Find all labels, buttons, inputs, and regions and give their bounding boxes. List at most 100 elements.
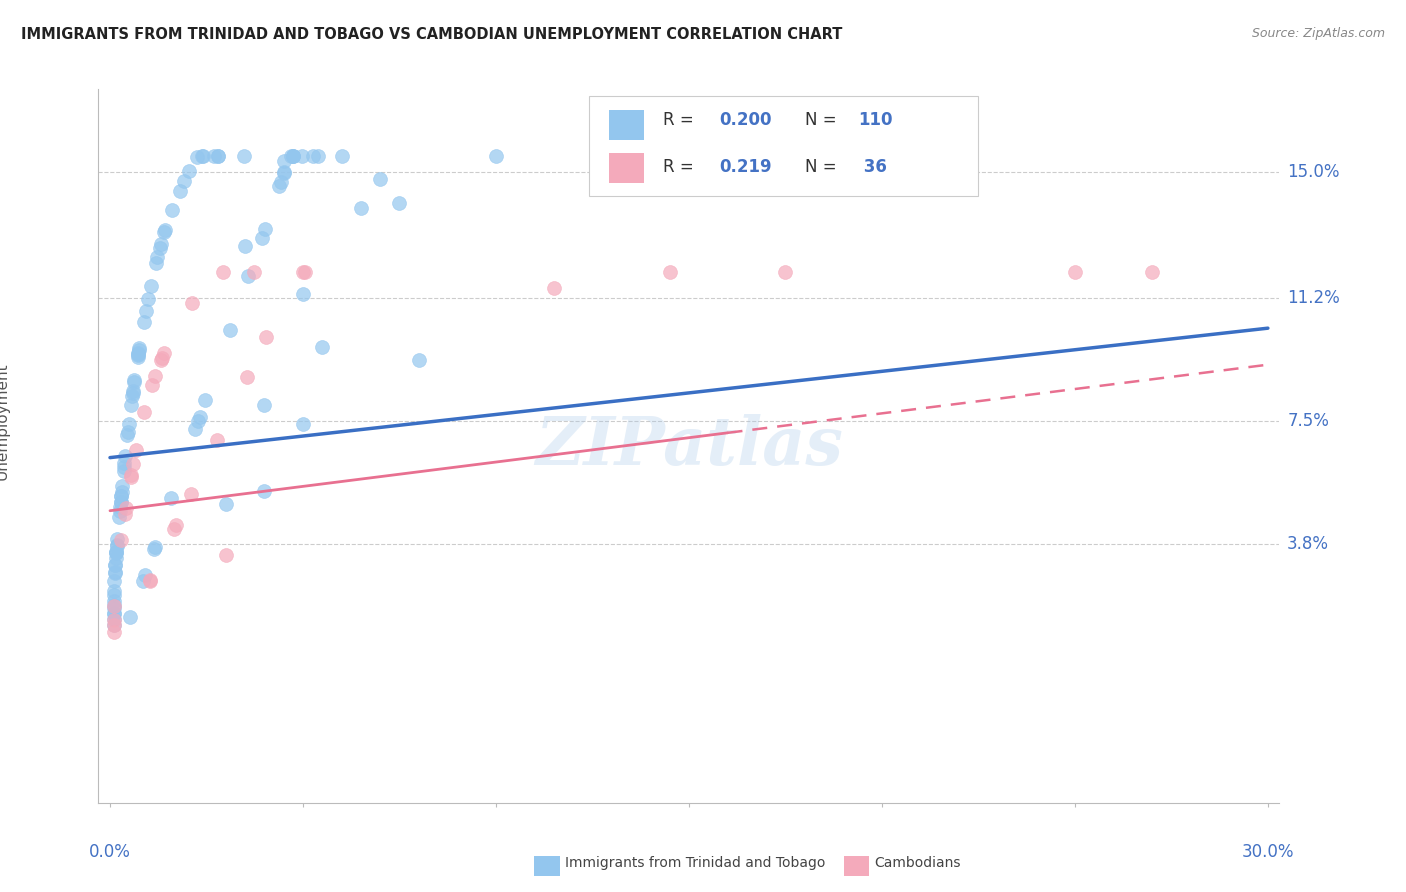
- Point: [236, 370, 259, 384]
- Point: [103, 584, 125, 599]
- Point: [281, 148, 304, 162]
- Point: [253, 398, 276, 412]
- Point: [132, 315, 155, 329]
- Point: [273, 165, 295, 179]
- Point: [273, 154, 295, 169]
- Point: [184, 422, 207, 436]
- Point: [122, 384, 145, 398]
- Point: [291, 417, 314, 432]
- Point: [191, 148, 214, 162]
- Text: N =: N =: [804, 158, 842, 176]
- Point: [307, 148, 329, 162]
- Point: [160, 491, 183, 506]
- Point: [120, 467, 142, 482]
- Point: [408, 353, 430, 368]
- Point: [232, 148, 254, 162]
- Point: [122, 458, 145, 472]
- Point: [112, 459, 135, 474]
- Point: [180, 486, 202, 500]
- Point: [111, 479, 134, 493]
- Point: [103, 612, 125, 626]
- Point: [108, 504, 131, 518]
- Point: [194, 393, 217, 408]
- Text: Immigrants from Trinidad and Tobago: Immigrants from Trinidad and Tobago: [565, 856, 825, 871]
- Text: 0.200: 0.200: [720, 112, 772, 129]
- Point: [121, 389, 143, 403]
- Point: [103, 607, 125, 621]
- Point: [218, 323, 240, 337]
- Point: [110, 489, 132, 503]
- Point: [388, 196, 411, 211]
- Point: [128, 343, 150, 357]
- Point: [368, 172, 391, 186]
- Text: Source: ZipAtlas.com: Source: ZipAtlas.com: [1251, 27, 1385, 40]
- Point: [114, 507, 136, 521]
- Point: [291, 148, 314, 162]
- Point: [180, 296, 202, 310]
- Point: [211, 265, 233, 279]
- Text: 3.8%: 3.8%: [1286, 535, 1329, 553]
- Text: IMMIGRANTS FROM TRINIDAD AND TOBAGO VS CAMBODIAN UNEMPLOYMENT CORRELATION CHART: IMMIGRANTS FROM TRINIDAD AND TOBAGO VS C…: [21, 27, 842, 42]
- Text: 0.0%: 0.0%: [89, 843, 131, 861]
- Point: [110, 489, 132, 503]
- Point: [311, 340, 333, 354]
- Point: [153, 223, 176, 237]
- Point: [142, 542, 165, 557]
- Point: [108, 500, 131, 514]
- Point: [186, 150, 208, 164]
- Point: [150, 351, 173, 366]
- Point: [114, 501, 136, 516]
- Point: [163, 523, 186, 537]
- Point: [160, 202, 183, 217]
- Point: [141, 377, 163, 392]
- Point: [124, 373, 146, 387]
- Point: [105, 546, 128, 560]
- Point: [1064, 265, 1087, 279]
- Point: [114, 456, 136, 470]
- Point: [127, 347, 149, 361]
- Bar: [609, 153, 644, 184]
- Text: Cambodians: Cambodians: [875, 856, 962, 871]
- Point: [273, 166, 295, 180]
- Point: [146, 250, 169, 264]
- Point: [188, 410, 211, 425]
- Point: [110, 533, 132, 548]
- Point: [125, 443, 148, 458]
- Point: [120, 398, 142, 412]
- Point: [103, 594, 125, 608]
- Point: [215, 497, 238, 511]
- Point: [121, 386, 143, 401]
- Point: [254, 330, 277, 344]
- Point: [253, 483, 276, 498]
- Point: [110, 494, 132, 508]
- Point: [135, 304, 157, 318]
- Point: [143, 540, 166, 554]
- Point: [775, 265, 797, 279]
- Point: [117, 428, 139, 442]
- Point: [143, 368, 166, 383]
- Point: [187, 414, 209, 428]
- Point: [233, 239, 256, 253]
- Text: 15.0%: 15.0%: [1286, 163, 1340, 181]
- Point: [291, 286, 314, 301]
- Point: [103, 617, 125, 632]
- Point: [104, 551, 127, 566]
- Point: [207, 148, 229, 162]
- Point: [543, 281, 565, 295]
- Point: [136, 292, 159, 306]
- Point: [104, 558, 127, 572]
- Point: [149, 353, 172, 368]
- Point: [103, 599, 125, 614]
- Point: [104, 558, 127, 572]
- Point: [153, 226, 176, 240]
- Point: [104, 565, 127, 579]
- Point: [105, 540, 128, 554]
- Text: R =: R =: [664, 158, 699, 176]
- Point: [128, 341, 150, 355]
- Point: [139, 279, 162, 293]
- Text: 11.2%: 11.2%: [1286, 289, 1340, 308]
- Point: [103, 601, 125, 615]
- Point: [132, 574, 155, 589]
- Point: [291, 265, 314, 279]
- Point: [103, 613, 125, 627]
